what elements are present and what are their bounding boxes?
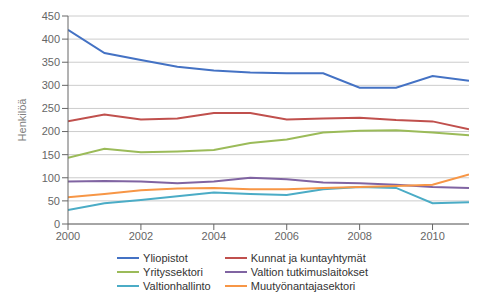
svg-text:150: 150 bbox=[42, 149, 60, 161]
svg-text:450: 450 bbox=[42, 10, 60, 22]
svg-text:2008: 2008 bbox=[347, 230, 371, 242]
svg-text:Henkilöä: Henkilöä bbox=[16, 98, 28, 142]
svg-text:2002: 2002 bbox=[129, 230, 153, 242]
svg-text:2006: 2006 bbox=[274, 230, 298, 242]
svg-text:2004: 2004 bbox=[202, 230, 226, 242]
svg-text:300: 300 bbox=[42, 79, 60, 91]
svg-text:400: 400 bbox=[42, 33, 60, 45]
svg-text:2000: 2000 bbox=[56, 230, 80, 242]
svg-text:100: 100 bbox=[42, 172, 60, 184]
html-text:Muutyönantajasektori: Muutyönantajasektori bbox=[250, 280, 356, 292]
svg-text:200: 200 bbox=[42, 125, 60, 137]
svg-text:2010: 2010 bbox=[420, 230, 444, 242]
html-text:Valtion tutkimuslaitokset: Valtion tutkimuslaitokset bbox=[250, 266, 368, 278]
html-text:Yliopistot: Yliopistot bbox=[143, 252, 188, 264]
html-text:Yrityssektori: Yrityssektori bbox=[143, 266, 203, 278]
html-text:Valtionhallinto: Valtionhallinto bbox=[143, 280, 211, 292]
html-text:Kunnat ja kuntayhtymät: Kunnat ja kuntayhtymät bbox=[250, 252, 366, 264]
svg-text:0: 0 bbox=[54, 218, 60, 230]
svg-text:50: 50 bbox=[48, 195, 60, 207]
svg-text:250: 250 bbox=[42, 102, 60, 114]
svg-text:350: 350 bbox=[42, 56, 60, 68]
